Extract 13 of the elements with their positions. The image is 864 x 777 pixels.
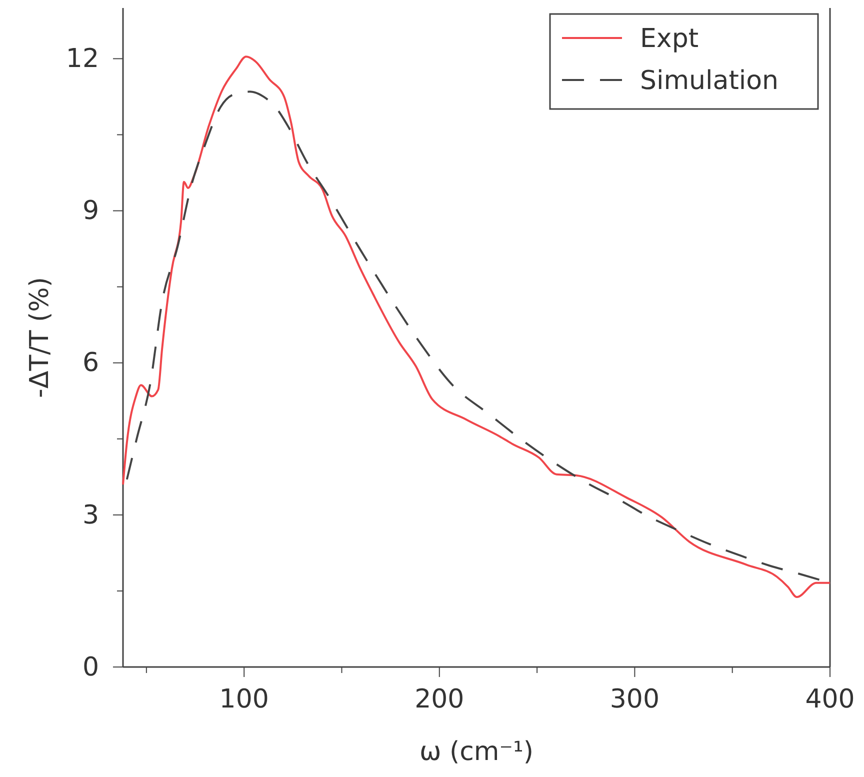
x-axis-title: ω (cm⁻¹) [419, 737, 534, 767]
y-tick-label: 9 [82, 196, 99, 226]
x-tick-label: 300 [610, 684, 660, 714]
y-tick-label: 6 [82, 348, 99, 378]
x-tick-label: 200 [414, 684, 464, 714]
y-tick-label: 0 [82, 652, 99, 682]
legend-label: Expt [640, 24, 699, 54]
y-tick-label: 3 [82, 500, 99, 530]
y-axis-title: -ΔT/T (%) [25, 277, 55, 398]
y-tick-label: 12 [66, 44, 99, 74]
legend-label: Simulation [640, 66, 778, 96]
x-tick-label: 400 [805, 684, 855, 714]
x-tick-label: 100 [219, 684, 269, 714]
